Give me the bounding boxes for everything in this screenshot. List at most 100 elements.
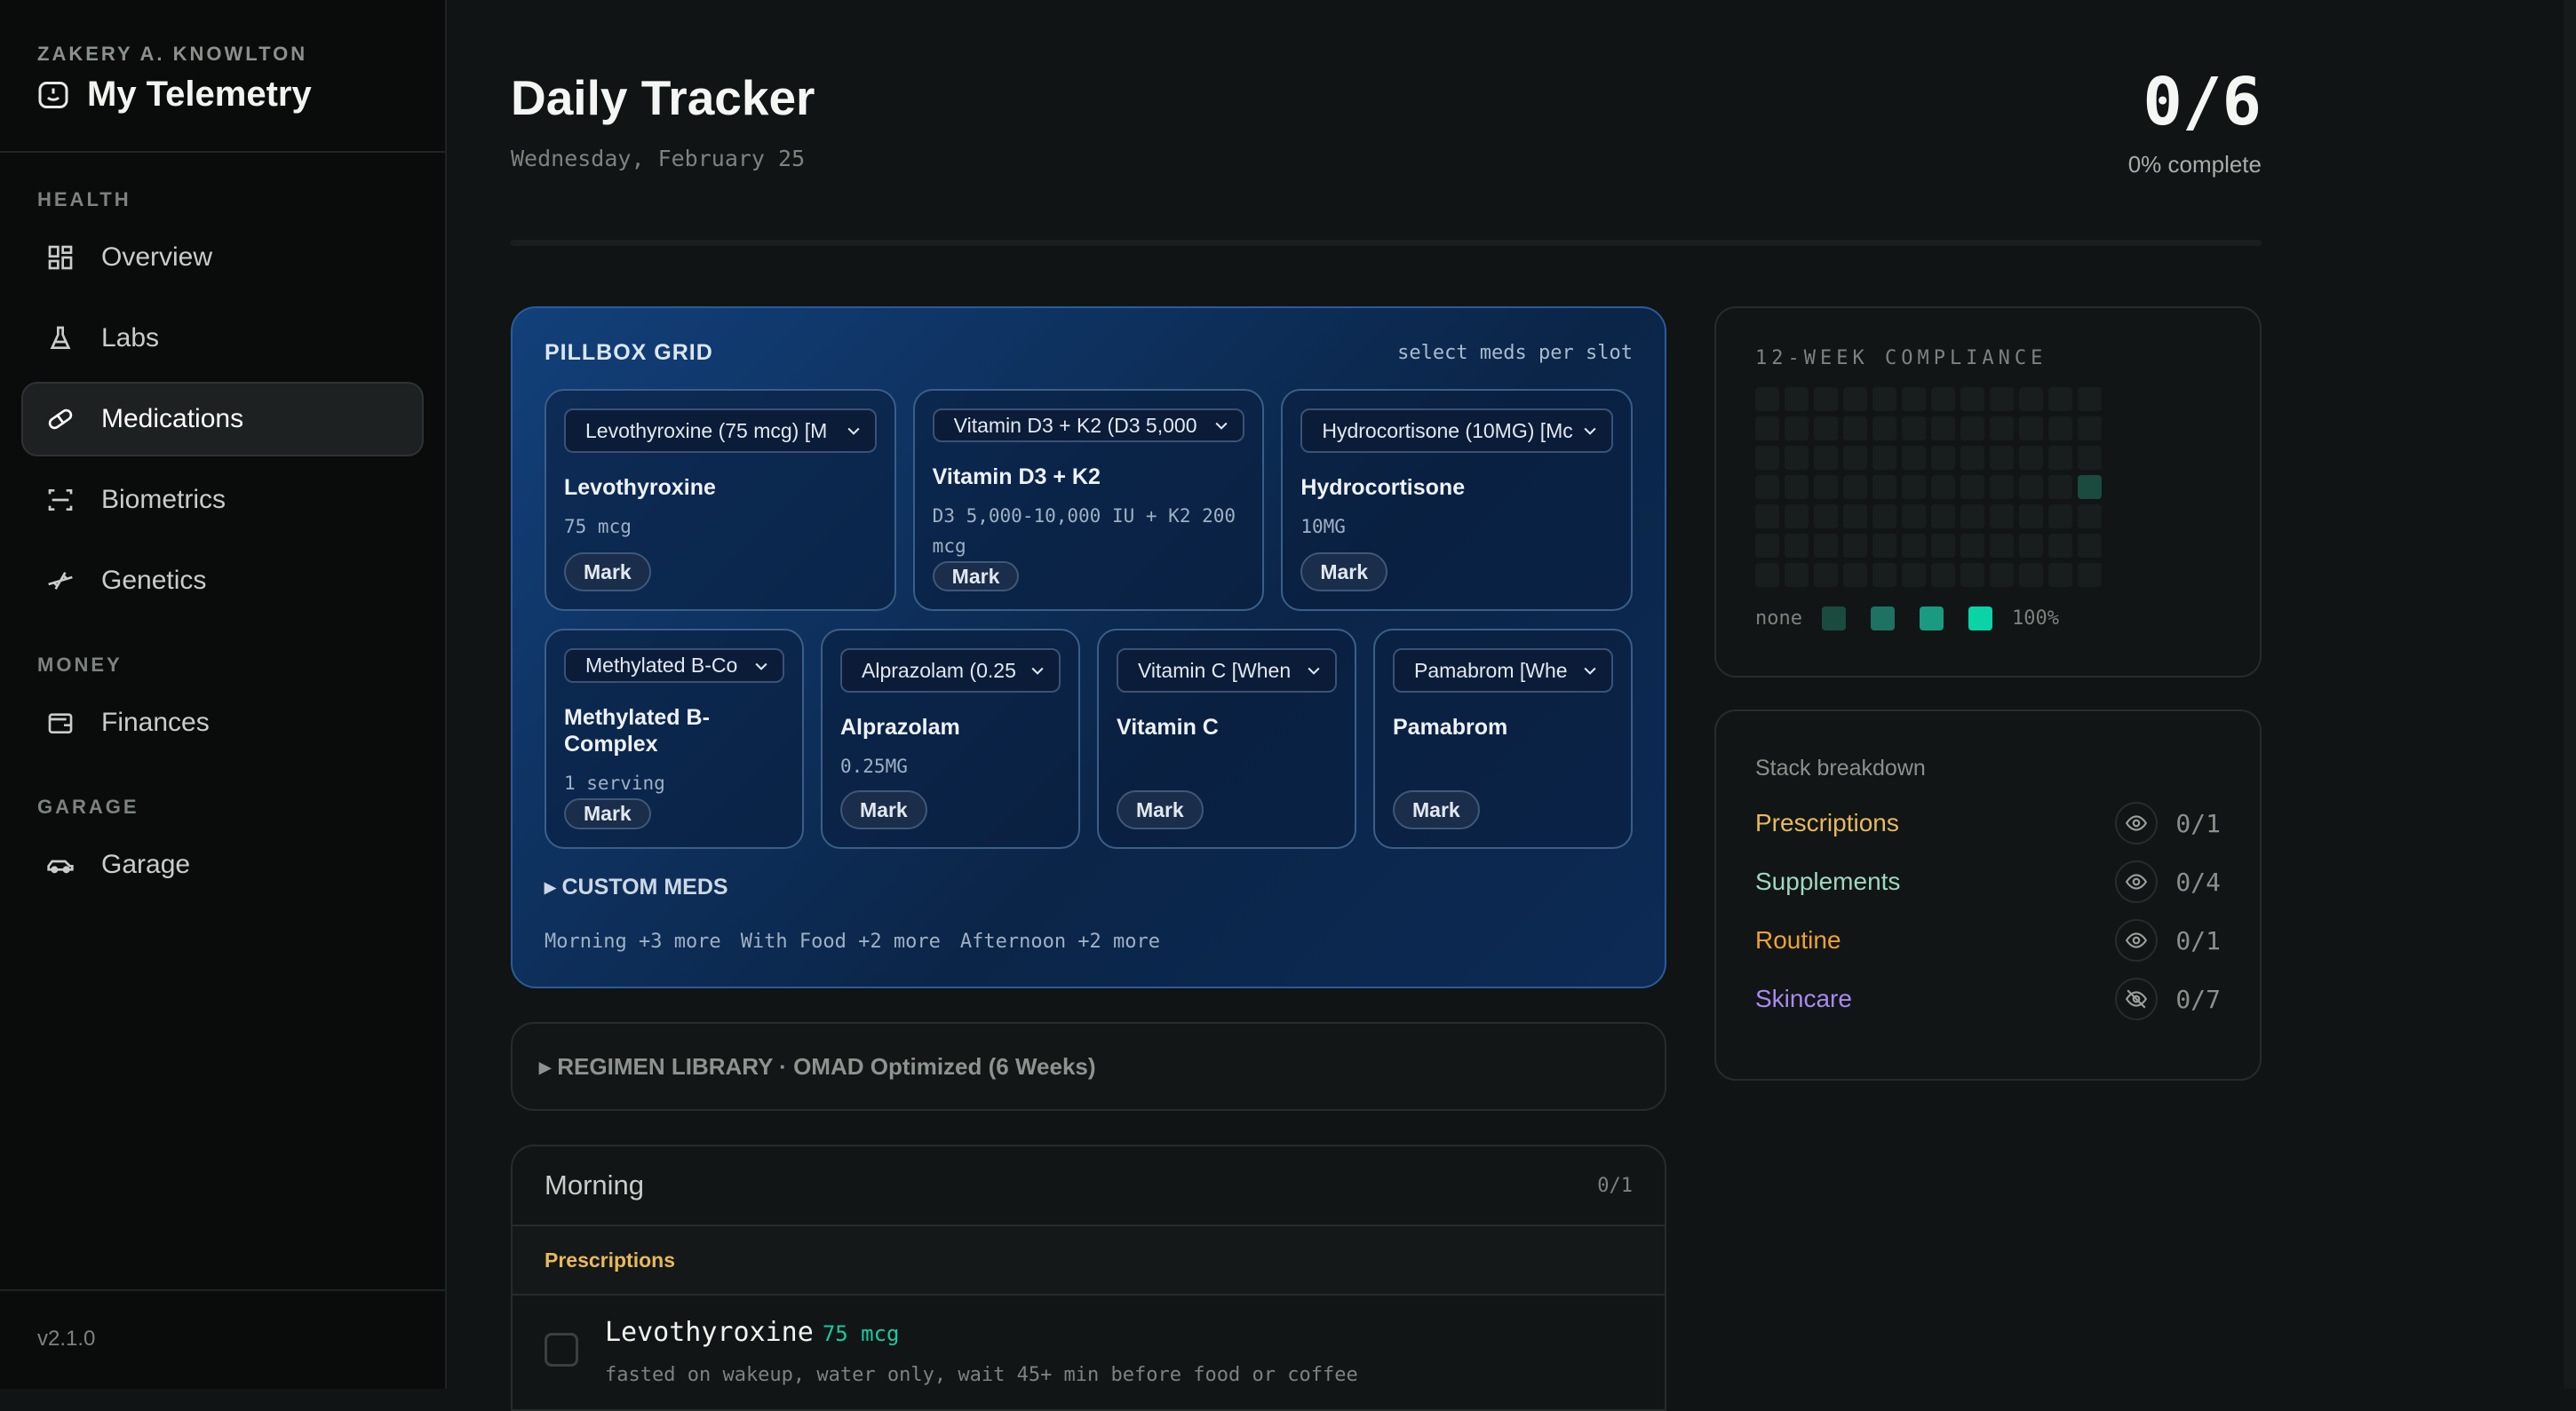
slot-chip[interactable]: Morning +3 more — [545, 931, 721, 953]
med-name: Vitamin D3 + K2 — [932, 464, 1101, 490]
heatmap-cell — [1785, 446, 1809, 470]
med-select[interactable]: Vitamin D3 + K2 (D3 5,000 — [932, 408, 1245, 443]
heatmap-cell — [1990, 446, 2014, 470]
heatmap-cell — [2048, 475, 2072, 499]
med-select[interactable]: Methylated B-Co — [564, 648, 784, 684]
med-select-value: Hydrocortisone (10MG) [Mc — [1322, 418, 1573, 442]
pillbox-slot: Alprazolam (0.25 Alprazolam 0.25MG Mark — [821, 629, 1080, 849]
heatmap-cell — [1960, 446, 1984, 470]
heatmap-cell — [1931, 563, 1955, 587]
heatmap-cell — [1872, 504, 1896, 528]
item-name: Levothyroxine — [605, 1317, 814, 1348]
med-dose: D3 5,000-10,000 IU + K2 200 mcg — [932, 505, 1236, 558]
med-select[interactable]: Alprazolam (0.25 — [840, 648, 1061, 693]
mark-button[interactable]: Mark — [564, 798, 651, 829]
heatmap-cell — [1785, 387, 1809, 411]
med-name: Vitamin C — [1117, 715, 1219, 740]
mark-button[interactable]: Mark — [932, 561, 1020, 591]
slot-chip[interactable]: With Food +2 more — [740, 931, 941, 953]
pillbox-grid: PILLBOX GRID select meds per slot Levoth… — [511, 306, 1666, 988]
heatmap-cell — [1931, 504, 1955, 528]
sidebar-item-genetics[interactable]: Genetics — [21, 543, 424, 618]
stack-count: 0/4 — [2175, 867, 2221, 897]
mark-button[interactable]: Mark — [1300, 552, 1388, 591]
regimen-library-toggle[interactable]: ▸ REGIMEN LIBRARY · OMAD Optimized (6 We… — [511, 1022, 1666, 1111]
heatmap-cell — [1814, 504, 1838, 528]
heatmap-cell — [2078, 446, 2102, 470]
progress-bar — [511, 240, 2262, 246]
pillbox-slot: Vitamin C [When Vitamin C Mark — [1097, 629, 1356, 849]
mark-button[interactable]: Mark — [1117, 790, 1204, 829]
heatmap-cell — [1872, 563, 1896, 587]
heatmap-cell — [1902, 504, 1926, 528]
med-select[interactable]: Levothyroxine (75 mcg) [M — [564, 408, 877, 453]
completion-percent: 0% complete — [2127, 151, 2262, 178]
heatmap-cell — [1814, 416, 1838, 440]
med-name: Hydrocortisone — [1300, 475, 1466, 500]
pillbox-slot: Levothyroxine (75 mcg) [M Levothyroxine … — [545, 389, 896, 611]
heatmap-cell — [1902, 563, 1926, 587]
heatmap-cell — [2019, 416, 2043, 440]
heatmap-cell — [1990, 416, 2014, 440]
heatmap-cell — [2019, 446, 2043, 470]
heatmap-cell — [1931, 534, 1955, 558]
dna-icon — [48, 572, 73, 590]
visibility-toggle[interactable] — [2115, 802, 2159, 844]
sidebar-item-label: Genetics — [101, 566, 207, 595]
mark-button[interactable]: Mark — [840, 790, 927, 829]
item-dose: 75 mcg — [822, 1321, 900, 1346]
custom-meds-toggle[interactable]: ▸ CUSTOM MEDS — [545, 875, 728, 900]
smiley-icon — [38, 81, 68, 108]
heatmap-cell — [2048, 534, 2072, 558]
stack-breakdown-card: Stack breakdown Prescriptions 0/1 Supplem… — [1714, 709, 2262, 1081]
stack-label: Routine — [1755, 926, 1841, 954]
chevron-down-icon — [1308, 667, 1320, 675]
compliance-heatmap — [1755, 387, 2221, 587]
sidebar-item-biometrics[interactable]: Biometrics — [21, 463, 424, 537]
mark-button[interactable]: Mark — [1393, 790, 1480, 829]
heatmap-cell — [2019, 504, 2043, 528]
legend-swatch — [1919, 606, 1944, 630]
heatmap-cell — [1814, 446, 1838, 470]
heatmap-cell — [1902, 534, 1926, 558]
mark-button[interactable]: Mark — [564, 552, 651, 591]
heatmap-cell — [1843, 446, 1867, 470]
morning-count: 0/1 — [1597, 1174, 1633, 1197]
sidebar-item-labs[interactable]: Labs — [21, 301, 424, 376]
med-select[interactable]: Pamabrom [Whe — [1393, 648, 1613, 693]
date-label: Wednesday, February 25 — [511, 146, 806, 171]
pillbox-slot: Vitamin D3 + K2 (D3 5,000 Vitamin D3 + K… — [912, 389, 1265, 611]
stack-row: Skincare 0/7 — [1755, 970, 2221, 1028]
heatmap-cell — [1755, 563, 1779, 587]
compliance-card: 12-WEEK COMPLIANCE none 100% — [1714, 306, 2262, 678]
heatmap-cell — [1902, 416, 1926, 440]
sidebar-item-garage[interactable]: Garage — [21, 828, 424, 902]
pillbox-slot: Pamabrom [Whe Pamabrom Mark — [1373, 629, 1633, 849]
sidebar-header: ZAKERY A. KNOWLTON My Telemetry — [0, 0, 445, 153]
med-select[interactable]: Hydrocortisone (10MG) [Mc — [1300, 408, 1614, 453]
heatmap-cell — [1902, 387, 1926, 411]
sidebar-item-medications[interactable]: Medications — [21, 382, 424, 456]
sidebar-item-label: Biometrics — [101, 485, 227, 514]
scrollbar[interactable] — [2564, 0, 2576, 1389]
med-dose: 10MG — [1300, 516, 1346, 537]
med-select[interactable]: Vitamin C [When — [1117, 648, 1337, 693]
compliance-title: 12-WEEK COMPLIANCE — [1755, 347, 2047, 369]
chevron-down-icon — [1584, 667, 1596, 675]
heatmap-cell — [2078, 416, 2102, 440]
visibility-toggle[interactable] — [2115, 919, 2159, 962]
visibility-toggle[interactable] — [2115, 860, 2159, 903]
stack-row: Prescriptions 0/1 — [1755, 794, 2221, 852]
sidebar-item-finances[interactable]: Finances — [21, 686, 424, 760]
item-checkbox[interactable] — [545, 1333, 578, 1367]
brand[interactable]: My Telemetry — [37, 75, 445, 115]
slot-chip[interactable]: Afternoon +2 more — [959, 931, 1161, 953]
visibility-toggle[interactable] — [2115, 978, 2159, 1020]
pillbox-hint: select meds per slot — [1397, 342, 1633, 364]
version: v2.1.0 — [0, 1289, 445, 1389]
med-select-value: Pamabrom [Whe — [1414, 658, 1568, 682]
heatmap-cell — [1931, 446, 1955, 470]
stack-label: Supplements — [1755, 868, 1901, 895]
chevron-down-icon — [847, 427, 860, 435]
sidebar-item-overview[interactable]: Overview — [21, 220, 424, 295]
